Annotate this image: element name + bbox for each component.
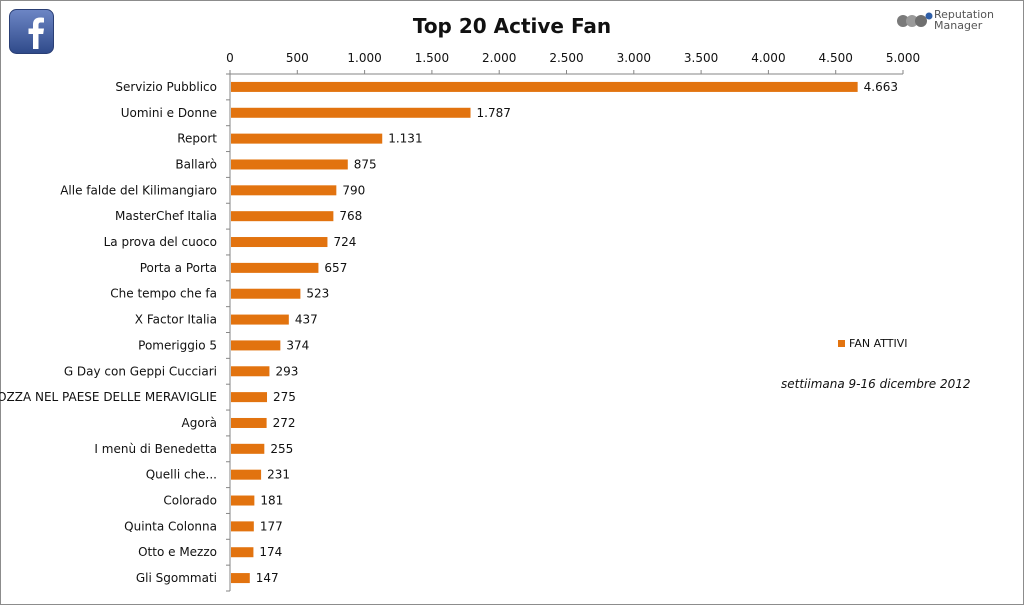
category-label: Report xyxy=(177,132,217,146)
bar xyxy=(231,443,265,454)
bar xyxy=(231,81,858,92)
category-label: La prova del cuoco xyxy=(104,235,217,249)
bar xyxy=(231,495,255,506)
bar xyxy=(231,314,289,325)
x-tick-label: 2.000 xyxy=(482,51,516,65)
legend-label: FAN ATTIVI xyxy=(849,337,908,350)
category-label: Alle falde del Kilimangiaro xyxy=(60,183,217,197)
data-label: 657 xyxy=(324,261,347,275)
data-label: 437 xyxy=(295,313,318,327)
bar xyxy=(231,288,301,299)
bar xyxy=(231,185,337,196)
logo-text-line2: Manager xyxy=(934,19,983,32)
reputation-manager-logo xyxy=(897,12,933,27)
x-tick-label: 5.000 xyxy=(886,51,920,65)
category-label: CROZZA NEL PAESE DELLE MERAVIGLIE xyxy=(0,390,217,404)
x-tick-label: 500 xyxy=(286,51,309,65)
x-tick-label: 4.500 xyxy=(819,51,853,65)
data-label: 1.131 xyxy=(388,132,422,146)
category-label: G Day con Geppi Cucciari xyxy=(64,364,217,378)
category-label: Porta a Porta xyxy=(140,261,217,275)
data-label: 875 xyxy=(354,157,377,171)
bar xyxy=(231,237,328,248)
data-label: 374 xyxy=(286,338,309,352)
data-label: 724 xyxy=(333,235,356,249)
category-label: Colorado xyxy=(163,494,217,508)
bar xyxy=(231,521,254,532)
bar xyxy=(231,159,348,170)
category-label: Ballarò xyxy=(175,157,217,171)
category-label: X Factor Italia xyxy=(135,313,217,327)
bar xyxy=(231,469,262,480)
category-label: Otto e Mezzo xyxy=(138,545,217,559)
data-label: 523 xyxy=(306,287,329,301)
category-label: Agorà xyxy=(182,416,217,430)
x-tick-label: 3.000 xyxy=(617,51,651,65)
bar xyxy=(231,392,268,403)
category-label: I menù di Benedetta xyxy=(94,442,217,456)
x-tick-label: 3.500 xyxy=(684,51,718,65)
category-label: Servizio Pubblico xyxy=(115,80,217,94)
bar xyxy=(231,366,270,377)
x-tick-label: 0 xyxy=(226,51,234,65)
x-tick-label: 4.000 xyxy=(751,51,785,65)
data-label: 1.787 xyxy=(477,106,511,120)
category-label: Uomini e Donne xyxy=(121,106,217,120)
data-label: 177 xyxy=(260,519,283,533)
bar xyxy=(231,107,471,118)
category-label: Pomeriggio 5 xyxy=(138,338,217,352)
data-label: 181 xyxy=(260,494,283,508)
category-label: Gli Sgommati xyxy=(136,571,217,585)
bar xyxy=(231,262,319,273)
bar xyxy=(231,547,254,558)
date-note: settiimana 9-16 dicembre 2012 xyxy=(781,377,971,391)
x-tick-label: 1.500 xyxy=(415,51,449,65)
data-label: 174 xyxy=(259,545,282,559)
category-label: MasterChef Italia xyxy=(115,209,217,223)
data-label: 768 xyxy=(339,209,362,223)
chart-legend: FAN ATTIVI xyxy=(838,337,908,350)
data-label: 275 xyxy=(273,390,296,404)
logo-text-line1: Reputation xyxy=(934,8,994,21)
data-label: 272 xyxy=(273,416,296,430)
chart-title: Top 20 Active Fan xyxy=(412,14,612,38)
bar xyxy=(231,417,267,428)
reputation-manager-wordmark: Reputation Manager xyxy=(934,9,994,31)
data-label: 293 xyxy=(275,364,298,378)
legend-swatch xyxy=(838,340,845,347)
bar xyxy=(231,340,281,351)
x-tick-label: 1.000 xyxy=(347,51,381,65)
bar xyxy=(231,211,334,222)
data-label: 231 xyxy=(267,468,290,482)
bar xyxy=(231,573,250,584)
data-label: 147 xyxy=(256,571,279,585)
facebook-logo xyxy=(9,9,54,54)
data-label: 4.663 xyxy=(864,80,898,94)
category-label: Che tempo che fa xyxy=(110,287,217,301)
bar xyxy=(231,133,383,144)
category-label: Quelli che... xyxy=(146,468,217,482)
data-label: 790 xyxy=(342,183,365,197)
category-label: Quinta Colonna xyxy=(124,519,217,533)
x-tick-label: 2.500 xyxy=(549,51,583,65)
data-label: 255 xyxy=(270,442,293,456)
